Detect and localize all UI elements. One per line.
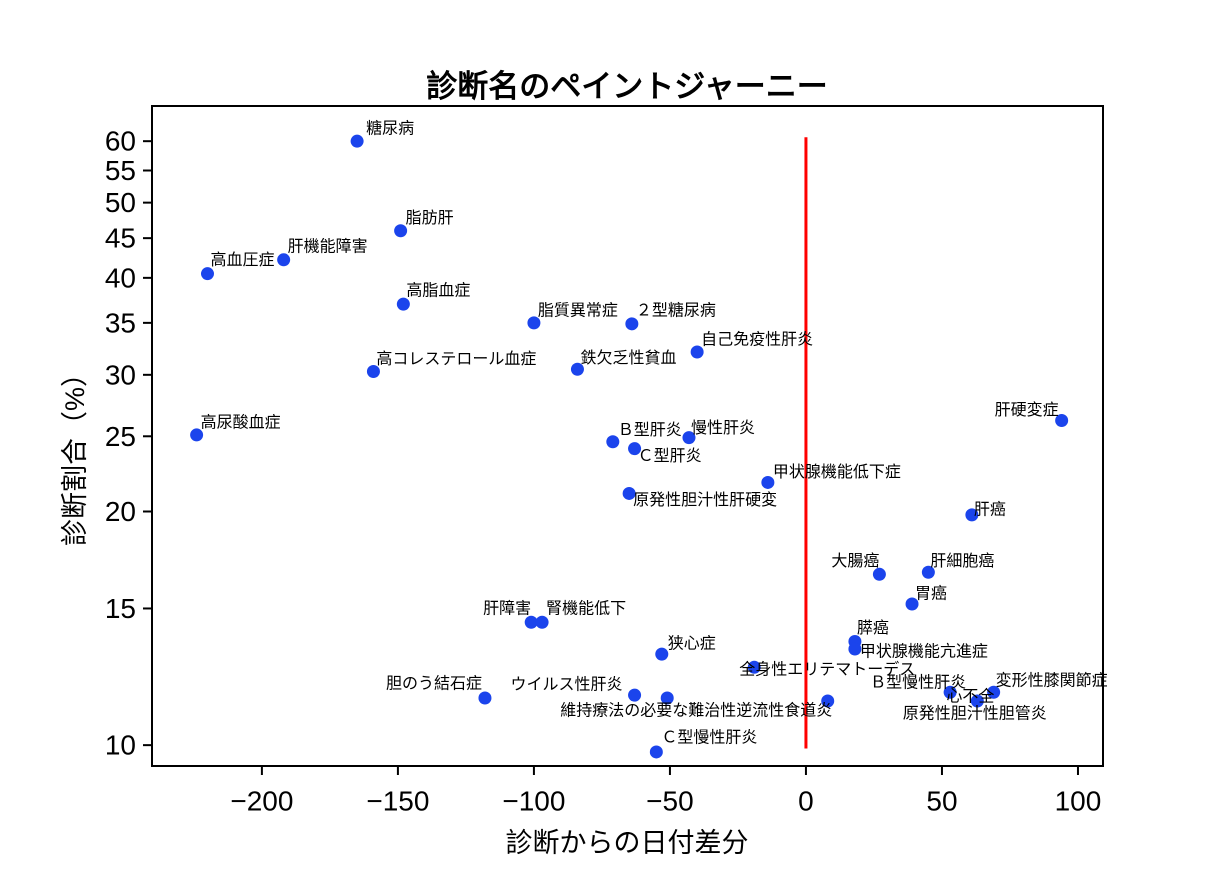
data-point bbox=[655, 647, 669, 661]
data-point bbox=[690, 345, 704, 359]
data-point bbox=[943, 685, 957, 699]
data-point bbox=[366, 364, 380, 378]
point-label: Ｂ型慢性肝炎 bbox=[870, 674, 966, 692]
point-label: 高尿酸血症 bbox=[201, 413, 281, 431]
point-label: 高脂血症 bbox=[406, 282, 470, 300]
data-point bbox=[921, 565, 935, 579]
y-tick-label: 20 bbox=[105, 496, 136, 527]
point-label: 脂質異常症 bbox=[538, 301, 618, 319]
point-label: 肝機能障害 bbox=[288, 237, 368, 255]
point-label: 肝硬変症 bbox=[995, 401, 1059, 419]
point-label: 糖尿病 bbox=[366, 120, 414, 138]
data-point bbox=[970, 694, 984, 708]
point-label: 原発性胆汁性肝硬変 bbox=[633, 491, 777, 509]
point-label: Ｂ型肝炎 bbox=[618, 421, 682, 439]
data-point bbox=[277, 253, 291, 267]
y-tick-label: 10 bbox=[105, 730, 136, 761]
data-point bbox=[987, 685, 1001, 699]
scatter-points bbox=[190, 134, 1069, 759]
data-point bbox=[628, 688, 642, 702]
data-point bbox=[872, 567, 886, 581]
data-point bbox=[747, 660, 761, 674]
point-label: 肝癌 bbox=[974, 500, 1006, 518]
point-label: 原発性胆汁性胆管炎 bbox=[903, 704, 1047, 722]
point-label: 慢性肝炎 bbox=[691, 419, 755, 437]
data-point bbox=[761, 475, 775, 489]
x-tick-label: −150 bbox=[366, 786, 429, 817]
plot-border bbox=[151, 105, 1104, 767]
point-label: 自己免疫性肝炎 bbox=[701, 331, 813, 349]
y-tick-label: 45 bbox=[105, 223, 136, 254]
point-label: 高血圧症 bbox=[210, 251, 274, 269]
data-point bbox=[682, 431, 696, 445]
point-label: 鉄欠乏性貧血 bbox=[580, 349, 676, 367]
x-tick-label: −100 bbox=[502, 786, 565, 817]
x-tick-label: 50 bbox=[926, 786, 957, 817]
y-tick-label: 50 bbox=[105, 187, 136, 218]
y-tick-label: 35 bbox=[105, 307, 136, 338]
y-tick-label: 15 bbox=[105, 593, 136, 624]
y-tick-label: 55 bbox=[105, 155, 136, 186]
x-tick-label: −50 bbox=[646, 786, 694, 817]
data-point bbox=[821, 694, 835, 708]
point-label: Ｃ型肝炎 bbox=[638, 447, 702, 465]
point-label: 胃癌 bbox=[915, 585, 947, 603]
x-tick-label: 100 bbox=[1055, 786, 1102, 817]
data-point bbox=[905, 597, 919, 611]
y-tick-label: 60 bbox=[105, 126, 136, 157]
x-axis-label: 診断からの日付差分 bbox=[506, 828, 749, 858]
data-point bbox=[190, 428, 204, 442]
data-point bbox=[478, 691, 492, 705]
point-label: 高コレステロール血症 bbox=[376, 350, 536, 368]
data-point bbox=[394, 224, 408, 238]
data-point bbox=[965, 508, 979, 522]
point-label: 胆のう結石症 bbox=[386, 675, 482, 693]
point-label: 大腸癌 bbox=[831, 552, 879, 570]
point-label: 肝障害 bbox=[483, 600, 531, 618]
x-axis-ticks: −200 −150 −100 −50 0 50 100 bbox=[230, 766, 1101, 817]
data-point bbox=[200, 267, 214, 281]
data-point bbox=[628, 442, 642, 456]
point-label: ２型糖尿病 bbox=[636, 301, 716, 319]
y-tick-label: 40 bbox=[105, 262, 136, 293]
point-label: ウイルス性肝炎 bbox=[511, 676, 623, 694]
data-point bbox=[350, 134, 364, 148]
data-point bbox=[622, 486, 636, 500]
data-point bbox=[649, 745, 663, 759]
point-label: 脂肪肝 bbox=[406, 209, 454, 227]
point-label: 維持療法の必要な難治性逆流性食道炎 bbox=[560, 702, 832, 720]
point-label: Ｃ型慢性肝炎 bbox=[661, 728, 757, 746]
point-label: 腎機能低下 bbox=[546, 600, 626, 618]
data-point bbox=[524, 615, 538, 629]
data-point bbox=[535, 615, 549, 629]
point-label: 心不全 bbox=[946, 687, 994, 705]
point-label: 甲状腺機能低下症 bbox=[773, 463, 901, 481]
data-point bbox=[570, 362, 584, 376]
point-label: 肝細胞癌 bbox=[930, 552, 994, 570]
data-point bbox=[660, 691, 674, 705]
point-label: 全身性エリテマトーデス bbox=[739, 660, 915, 679]
data-point bbox=[606, 435, 620, 449]
point-label: 変形性膝関節症 bbox=[996, 672, 1108, 690]
point-label: 狭心症 bbox=[668, 635, 716, 653]
data-point bbox=[848, 642, 862, 656]
point-label: 甲状腺機能亢進症 bbox=[860, 642, 988, 661]
data-point bbox=[527, 316, 541, 330]
y-tick-label: 30 bbox=[105, 359, 136, 390]
chart-title: 診断名のペイントジャーニー bbox=[426, 69, 827, 104]
y-tick-label: 25 bbox=[105, 421, 136, 452]
x-tick-label: −200 bbox=[230, 786, 293, 817]
data-point bbox=[625, 317, 639, 331]
x-tick-label: 0 bbox=[798, 786, 814, 817]
data-point bbox=[1055, 413, 1069, 427]
point-label: 膵癌 bbox=[857, 619, 889, 637]
data-point bbox=[396, 297, 410, 311]
y-axis-label: 診断割合（%） bbox=[60, 360, 90, 546]
